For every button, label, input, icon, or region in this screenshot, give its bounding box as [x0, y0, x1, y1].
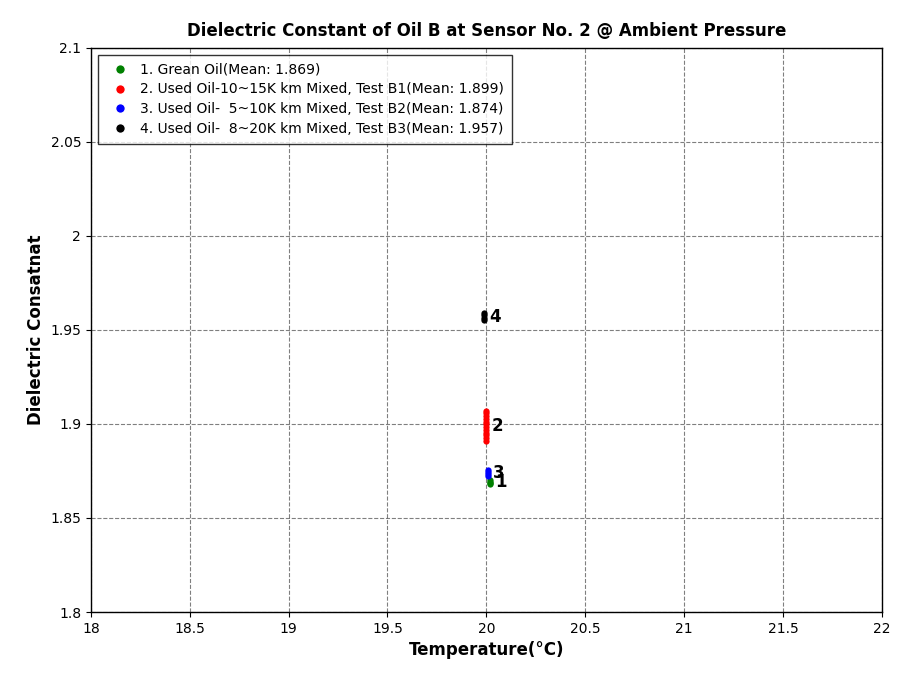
X-axis label: Temperature(°C): Temperature(°C) [408, 641, 564, 660]
Text: 4: 4 [489, 307, 501, 326]
Title: Dielectric Constant of Oil B at Sensor No. 2 @ Ambient Pressure: Dielectric Constant of Oil B at Sensor N… [186, 22, 786, 41]
Text: 2: 2 [491, 417, 503, 435]
Legend: 1. Grean Oil(Mean: 1.869), 2. Used Oil-10~15K km Mixed, Test B1(Mean: 1.899), 3.: 1. Grean Oil(Mean: 1.869), 2. Used Oil-1… [98, 54, 512, 144]
Text: 3: 3 [494, 464, 504, 482]
Text: 1: 1 [495, 473, 506, 491]
Y-axis label: Dielectric Consatnat: Dielectric Consatnat [26, 235, 45, 425]
